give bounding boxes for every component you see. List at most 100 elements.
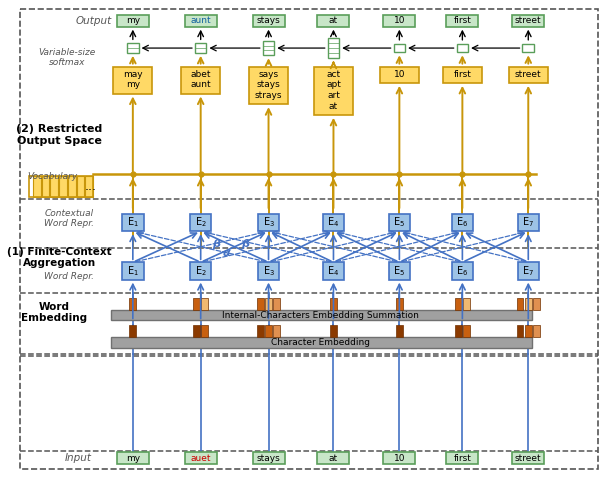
FancyBboxPatch shape <box>190 214 211 231</box>
Text: auet: auet <box>190 454 211 463</box>
Bar <box>396 298 403 310</box>
Text: first: first <box>454 70 472 79</box>
FancyBboxPatch shape <box>509 67 548 83</box>
Text: E$_4$: E$_4$ <box>328 216 340 229</box>
Bar <box>455 325 461 337</box>
Bar <box>463 325 470 337</box>
FancyBboxPatch shape <box>452 262 473 280</box>
FancyBboxPatch shape <box>380 67 419 83</box>
Text: ...: ... <box>84 180 96 193</box>
Text: at: at <box>329 16 338 25</box>
Text: 10: 10 <box>394 16 405 25</box>
Text: first: first <box>454 16 472 25</box>
Text: E$_5$: E$_5$ <box>394 216 406 229</box>
Bar <box>533 298 540 310</box>
FancyBboxPatch shape <box>253 15 284 27</box>
Text: my: my <box>126 16 140 25</box>
Bar <box>42 176 49 197</box>
Text: E$_2$: E$_2$ <box>195 264 206 278</box>
Text: E$_3$: E$_3$ <box>263 216 275 229</box>
Bar <box>110 310 532 320</box>
Text: E$_6$: E$_6$ <box>456 216 469 229</box>
Bar <box>130 298 136 310</box>
Bar <box>265 298 272 310</box>
FancyBboxPatch shape <box>258 214 279 231</box>
FancyBboxPatch shape <box>122 214 143 231</box>
Text: first: first <box>454 454 472 463</box>
Bar <box>274 325 280 337</box>
Text: E$_7$: E$_7$ <box>522 216 534 229</box>
Bar <box>59 176 67 197</box>
FancyBboxPatch shape <box>249 67 288 104</box>
Text: (1) Finite-Context
Aggregation: (1) Finite-Context Aggregation <box>7 247 112 268</box>
FancyBboxPatch shape <box>446 452 478 464</box>
Text: Output: Output <box>76 16 112 26</box>
Text: E$_3$: E$_3$ <box>263 264 275 278</box>
Text: 10: 10 <box>394 70 405 79</box>
Text: E$_2$: E$_2$ <box>195 216 206 229</box>
FancyBboxPatch shape <box>383 452 415 464</box>
Bar <box>33 176 41 197</box>
Text: Input: Input <box>65 453 92 463</box>
Text: E$_1$: E$_1$ <box>127 264 139 278</box>
Text: my: my <box>126 80 140 89</box>
Bar <box>68 176 76 197</box>
FancyBboxPatch shape <box>512 15 544 27</box>
Bar <box>77 176 85 197</box>
Bar <box>533 325 540 337</box>
Bar <box>202 298 208 310</box>
FancyBboxPatch shape <box>323 262 344 280</box>
Text: Internal-Characters Embedding Summation: Internal-Characters Embedding Summation <box>223 311 419 320</box>
Text: act: act <box>326 70 341 79</box>
FancyBboxPatch shape <box>512 452 544 464</box>
Bar <box>396 325 403 337</box>
FancyBboxPatch shape <box>446 15 478 27</box>
Text: α: α <box>223 248 230 258</box>
Bar <box>330 298 337 310</box>
FancyBboxPatch shape <box>518 214 539 231</box>
FancyBboxPatch shape <box>253 452 284 464</box>
Text: aunt: aunt <box>190 16 211 25</box>
FancyBboxPatch shape <box>117 452 149 464</box>
FancyBboxPatch shape <box>443 67 482 83</box>
Text: street: street <box>515 16 542 25</box>
Text: may: may <box>123 70 143 79</box>
Bar <box>50 176 58 197</box>
FancyBboxPatch shape <box>117 15 149 27</box>
FancyBboxPatch shape <box>263 41 274 55</box>
FancyBboxPatch shape <box>314 67 353 115</box>
Text: stays: stays <box>257 80 280 89</box>
Text: art: art <box>327 91 340 100</box>
FancyBboxPatch shape <box>518 262 539 280</box>
FancyBboxPatch shape <box>195 43 206 53</box>
Text: E$_1$: E$_1$ <box>127 216 139 229</box>
Text: Variable-size
softmax: Variable-size softmax <box>38 48 95 67</box>
Bar <box>257 298 263 310</box>
Bar <box>330 325 337 337</box>
Text: street: street <box>515 70 542 79</box>
FancyBboxPatch shape <box>181 67 220 94</box>
Bar <box>257 325 263 337</box>
Text: aunt: aunt <box>190 80 211 89</box>
Text: at: at <box>329 454 338 463</box>
Text: Character Embedding: Character Embedding <box>271 338 370 347</box>
Text: apt: apt <box>326 80 341 89</box>
Text: 10: 10 <box>394 454 405 463</box>
Bar <box>193 325 200 337</box>
Bar <box>29 176 93 197</box>
FancyBboxPatch shape <box>185 452 217 464</box>
FancyBboxPatch shape <box>383 15 415 27</box>
Bar <box>525 325 532 337</box>
FancyBboxPatch shape <box>122 262 143 280</box>
FancyBboxPatch shape <box>190 262 211 280</box>
Text: my: my <box>126 454 140 463</box>
Bar <box>455 298 461 310</box>
Text: at: at <box>329 102 338 111</box>
Text: β: β <box>241 239 249 249</box>
Text: E$_6$: E$_6$ <box>456 264 469 278</box>
FancyBboxPatch shape <box>389 262 410 280</box>
Bar <box>110 337 532 348</box>
FancyBboxPatch shape <box>258 262 279 280</box>
FancyBboxPatch shape <box>452 214 473 231</box>
Text: stays: stays <box>257 16 280 25</box>
